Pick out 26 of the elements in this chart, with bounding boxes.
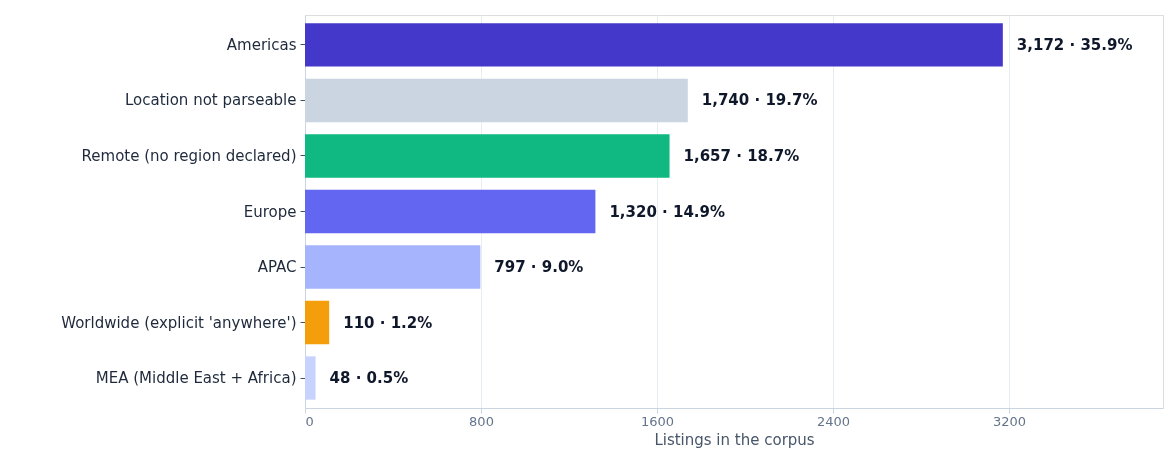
x-tick-label: 800 xyxy=(469,413,494,429)
x-axis-title: Listings in the corpus xyxy=(654,430,815,449)
x-tick-label: 0 xyxy=(305,413,314,429)
y-tick-label: Americas xyxy=(226,35,297,54)
data-label: 1,657 · 18.7% xyxy=(683,146,800,165)
y-tick-label: MEA (Middle East + Africa) xyxy=(95,369,297,388)
data-label: 1,740 · 19.7% xyxy=(701,91,818,110)
bar xyxy=(305,300,330,345)
bar xyxy=(305,189,596,234)
y-tick-label: Worldwide (explicit 'anywhere') xyxy=(61,313,297,332)
bar xyxy=(305,356,316,400)
data-label: 797 · 9.0% xyxy=(494,258,584,277)
y-tick-label: Remote (no region declared) xyxy=(81,146,297,165)
bar xyxy=(305,245,481,289)
data-label: 1,320 · 14.9% xyxy=(609,202,726,221)
data-label: 3,172 · 35.9% xyxy=(1016,35,1133,54)
x-tick-label: 1600 xyxy=(640,413,675,429)
data-label: 48 · 0.5% xyxy=(329,369,409,388)
y-tick-label: APAC xyxy=(257,258,297,277)
data-label: 110 · 1.2% xyxy=(343,313,433,332)
x-tick-label: 3200 xyxy=(992,413,1027,429)
x-tick-label: 2400 xyxy=(816,413,851,429)
bar xyxy=(305,23,1003,67)
bar xyxy=(305,134,670,178)
y-tick-label: Europe xyxy=(243,202,297,221)
y-tick-label: Location not parseable xyxy=(124,91,297,110)
